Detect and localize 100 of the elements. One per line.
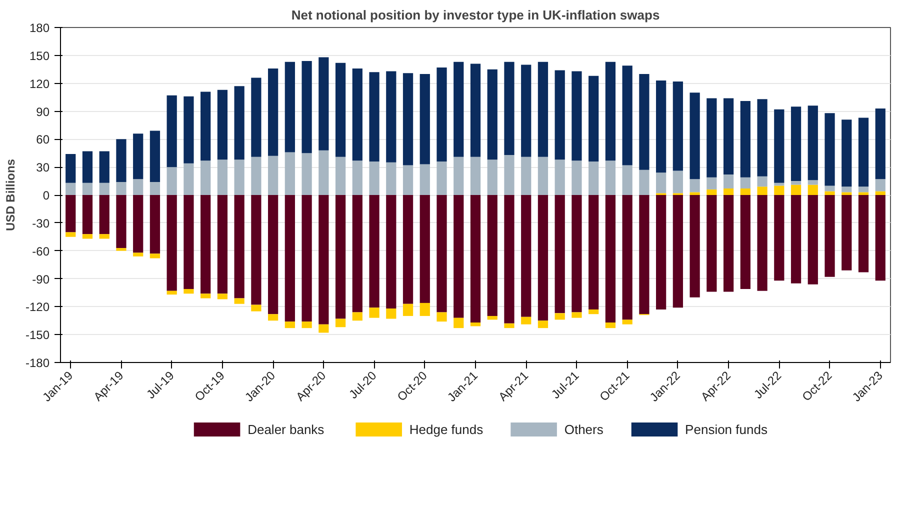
bar bbox=[723, 195, 734, 292]
bar bbox=[420, 195, 430, 303]
bar bbox=[605, 322, 616, 328]
bar bbox=[184, 96, 194, 164]
bar bbox=[454, 318, 464, 328]
y-tick-label: 0 bbox=[42, 188, 50, 202]
bar bbox=[504, 154, 514, 195]
bar bbox=[774, 195, 784, 281]
bar bbox=[487, 316, 498, 320]
bar bbox=[656, 172, 666, 194]
bar bbox=[656, 80, 666, 173]
bar bbox=[386, 195, 396, 309]
bar bbox=[335, 156, 346, 195]
bar bbox=[656, 195, 666, 310]
bar bbox=[521, 316, 532, 324]
bar bbox=[588, 309, 599, 314]
bar bbox=[302, 61, 312, 154]
bar bbox=[790, 106, 802, 182]
bar bbox=[268, 68, 278, 156]
bar bbox=[133, 179, 144, 195]
bar bbox=[116, 182, 126, 195]
bar bbox=[554, 160, 565, 195]
bar bbox=[521, 64, 532, 157]
bar bbox=[251, 195, 262, 305]
bar bbox=[706, 195, 717, 292]
chart-title: Net notional position by investor type in UK-inflation swaps bbox=[291, 8, 660, 22]
bar bbox=[99, 195, 110, 234]
bar bbox=[470, 195, 481, 322]
bar bbox=[757, 99, 768, 176]
bar bbox=[318, 324, 329, 333]
bar bbox=[572, 160, 582, 195]
bar bbox=[116, 248, 126, 251]
bar bbox=[605, 195, 616, 322]
bar bbox=[639, 170, 650, 195]
bar bbox=[335, 62, 346, 157]
bar bbox=[858, 118, 869, 187]
bar bbox=[284, 62, 295, 152]
bar bbox=[842, 120, 852, 187]
bar bbox=[318, 150, 329, 195]
bar bbox=[723, 188, 734, 195]
bar bbox=[487, 69, 498, 160]
bar bbox=[588, 162, 599, 195]
legend-label: Others bbox=[564, 422, 604, 437]
bar bbox=[554, 70, 565, 160]
bar bbox=[251, 78, 262, 157]
bar bbox=[116, 139, 126, 182]
bar bbox=[690, 192, 700, 195]
bar bbox=[690, 92, 700, 180]
bar bbox=[200, 92, 211, 161]
bar bbox=[538, 320, 548, 328]
bar bbox=[824, 186, 835, 192]
bar bbox=[622, 165, 632, 195]
y-tick-label: -60 bbox=[32, 244, 50, 258]
bar bbox=[335, 318, 346, 328]
bar bbox=[470, 322, 481, 326]
bar bbox=[470, 156, 481, 195]
bar bbox=[740, 188, 750, 195]
bar bbox=[66, 182, 76, 195]
bar bbox=[639, 74, 650, 170]
bar bbox=[166, 95, 177, 168]
bar bbox=[150, 254, 160, 258]
bar bbox=[352, 160, 362, 195]
bar bbox=[234, 160, 244, 195]
bar bbox=[454, 195, 464, 318]
bar bbox=[200, 160, 211, 195]
bar bbox=[184, 163, 194, 195]
bar bbox=[454, 62, 464, 157]
bar bbox=[605, 160, 616, 195]
bar bbox=[622, 320, 632, 324]
legend-label: Pension funds bbox=[685, 422, 768, 437]
bar bbox=[572, 312, 582, 318]
bar bbox=[133, 195, 144, 253]
bar bbox=[268, 314, 278, 321]
bar bbox=[790, 181, 802, 185]
bar bbox=[436, 195, 447, 312]
bar bbox=[217, 90, 228, 160]
bar bbox=[554, 313, 565, 320]
bar bbox=[318, 195, 329, 324]
bar bbox=[875, 108, 886, 180]
bar bbox=[251, 304, 262, 312]
bar bbox=[504, 62, 514, 155]
bar bbox=[66, 232, 76, 237]
bar bbox=[622, 66, 632, 166]
bar bbox=[82, 195, 93, 234]
bar bbox=[842, 192, 852, 195]
bar bbox=[133, 252, 144, 256]
bar bbox=[740, 177, 750, 188]
bar bbox=[875, 195, 886, 281]
y-tick-label: -180 bbox=[25, 356, 50, 370]
y-tick-label: 150 bbox=[29, 48, 50, 63]
bar bbox=[82, 151, 93, 183]
bar bbox=[858, 195, 869, 272]
bar bbox=[842, 186, 852, 192]
bar bbox=[706, 189, 717, 195]
bar bbox=[402, 165, 414, 195]
bar bbox=[672, 195, 683, 308]
bar bbox=[99, 151, 110, 183]
bar bbox=[402, 73, 414, 166]
bar bbox=[875, 179, 886, 192]
bar bbox=[672, 170, 683, 194]
